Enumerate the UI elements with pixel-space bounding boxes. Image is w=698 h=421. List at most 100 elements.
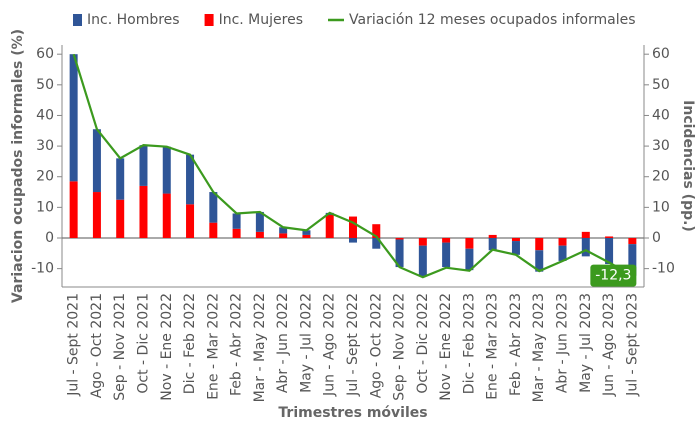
x-tick-label: Ene - Mar 2022 <box>205 293 221 400</box>
bar <box>349 237 357 243</box>
bar <box>139 145 148 186</box>
bar <box>442 237 451 243</box>
y2-tick-label: 30 <box>652 138 670 154</box>
x-tick-label: Ago - Oct 2022 <box>368 293 384 398</box>
y2-tick-label: 50 <box>652 77 670 93</box>
bar <box>395 237 404 240</box>
y-axis-title: Variacion ocupados informales (%) <box>10 29 26 303</box>
y-tick-label: 0 <box>45 230 54 246</box>
bar <box>69 181 78 238</box>
y-tick-label: -10 <box>31 261 54 277</box>
bar <box>581 237 590 257</box>
legend-label: Inc. Hombres <box>87 12 180 28</box>
bar <box>92 129 101 193</box>
bar <box>488 234 497 238</box>
y-tick-label: 20 <box>36 169 54 185</box>
x-tick-label: Oct - Dic 2022 <box>415 293 431 394</box>
x-tick-label: Jul - Sept 2021 <box>66 293 82 397</box>
x-tick-label: Nov - Ene 2022 <box>438 293 454 401</box>
bar <box>232 213 241 229</box>
x-tick-label: Sep - Nov 2021 <box>112 293 128 401</box>
bar <box>325 215 334 238</box>
y2-tick-label: -10 <box>652 261 675 277</box>
bar <box>372 237 381 249</box>
bar <box>442 242 451 268</box>
y-tick-label: 30 <box>36 138 54 154</box>
x-tick-label: Jun - Ago 2022 <box>322 293 338 397</box>
bar <box>116 199 125 238</box>
bar <box>302 234 311 238</box>
y-tick-label: 60 <box>36 46 54 62</box>
bar <box>162 146 171 194</box>
bar <box>209 222 218 238</box>
bar <box>255 211 264 232</box>
x-tick-label: Mar - May 2022 <box>252 293 268 402</box>
x-tick-label: Jul - Sept 2022 <box>345 293 361 397</box>
x-tick-label: Nov - Ene 2022 <box>159 293 175 401</box>
x-tick-label: Mar - May 2023 <box>531 293 547 402</box>
bar <box>418 245 427 277</box>
x-tick-label: Dic - Feb 2022 <box>182 293 198 394</box>
bar <box>279 227 288 234</box>
bar <box>186 154 195 205</box>
x-tick-label: May - Jul 2023 <box>578 293 594 393</box>
y2-tick-label: 40 <box>652 107 670 123</box>
bar <box>69 54 78 182</box>
x-tick-label: Abr - Jun 2022 <box>275 293 291 393</box>
bar <box>488 237 497 251</box>
y-tick-label: 50 <box>36 77 54 93</box>
bar <box>372 224 381 238</box>
bar <box>628 237 637 245</box>
bar <box>139 185 148 238</box>
y-tick-label: 10 <box>36 199 54 215</box>
legend-swatch <box>204 14 214 26</box>
bar <box>232 228 241 238</box>
x-tick-label: Ene - Mar 2023 <box>485 293 501 400</box>
x-tick-label: Ago - Oct 2021 <box>89 293 105 398</box>
bar <box>302 230 311 235</box>
bar <box>628 244 637 276</box>
bar <box>465 248 474 271</box>
bar <box>558 245 567 261</box>
annotation-box <box>590 264 637 287</box>
bar <box>558 237 567 246</box>
legend-label: Inc. Mujeres <box>219 12 303 28</box>
bar <box>162 193 171 238</box>
bar <box>209 192 218 223</box>
bar <box>255 231 264 238</box>
x-tick-label: Abr - Jun 2023 <box>555 293 571 393</box>
y2-tick-label: 10 <box>652 199 670 215</box>
bar <box>605 236 614 238</box>
y-tick-label: 40 <box>36 107 54 123</box>
bar <box>92 192 101 238</box>
bar <box>511 237 520 242</box>
y2-tick-label: 0 <box>652 230 661 246</box>
line <box>72 53 633 279</box>
x-tick-label: May - Jul 2022 <box>298 293 314 393</box>
x-axis-title: Trimestres móviles <box>278 405 427 421</box>
x-tick-label: Jul - Sept 2023 <box>624 293 640 397</box>
bar <box>395 239 404 268</box>
bar <box>279 233 288 238</box>
x-tick-label: Feb - Abr 2022 <box>229 293 245 396</box>
x-tick-label: Jun - Ago 2023 <box>601 293 617 397</box>
y2-tick-label: 60 <box>652 46 670 62</box>
x-tick-label: Feb - Abr 2023 <box>508 293 524 396</box>
x-tick-label: Oct - Dic 2021 <box>135 293 151 394</box>
legend-label: Variación 12 meses ocupados informales <box>349 12 636 28</box>
y2-axis-title: Incidencias (pp.) <box>680 100 696 232</box>
x-tick-label: Dic - Feb 2023 <box>461 293 477 394</box>
bar <box>349 216 357 238</box>
y2-tick-label: 20 <box>652 169 670 185</box>
bar <box>605 237 614 265</box>
bar <box>581 231 590 238</box>
bar <box>465 237 474 249</box>
bar <box>186 204 195 238</box>
bar <box>535 250 544 272</box>
bar <box>535 237 544 251</box>
bar <box>116 158 125 200</box>
annotation: -12,3 <box>595 268 631 284</box>
bar <box>511 241 520 255</box>
bar <box>418 237 427 246</box>
